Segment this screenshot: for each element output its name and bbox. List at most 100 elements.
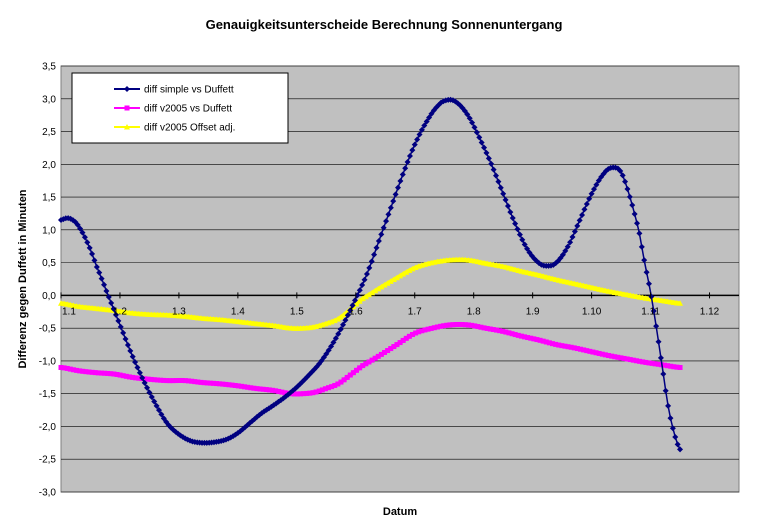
data-point <box>347 307 354 314</box>
data-point <box>291 391 297 397</box>
data-point <box>655 338 662 345</box>
x-tick-label: 1.12 <box>700 306 720 317</box>
data-point <box>80 368 86 374</box>
data-point <box>388 346 394 352</box>
data-point <box>129 353 136 360</box>
series-layer <box>58 96 684 453</box>
data-point <box>117 372 123 378</box>
data-point <box>667 415 674 422</box>
data-point <box>61 365 67 371</box>
data-point <box>562 343 568 349</box>
data-point <box>164 378 170 384</box>
data-point <box>340 321 347 328</box>
data-point <box>413 330 419 336</box>
legend-label: diff v2005 Offset adj. <box>144 123 235 134</box>
data-point <box>447 322 453 328</box>
data-point <box>307 390 313 396</box>
data-point <box>124 342 131 349</box>
data-point <box>330 339 337 346</box>
data-point <box>111 371 117 377</box>
data-point <box>406 333 412 339</box>
data-point <box>476 134 483 141</box>
data-point <box>232 382 238 388</box>
data-point <box>344 374 350 380</box>
y-tick-label: -2,5 <box>39 455 57 466</box>
data-point <box>419 328 425 334</box>
data-point <box>335 330 342 337</box>
data-point <box>409 147 416 154</box>
data-point <box>366 264 373 271</box>
data-point <box>351 297 358 304</box>
data-point <box>605 353 611 359</box>
data-point <box>105 370 111 376</box>
data-point <box>251 385 257 391</box>
data-point <box>441 323 447 329</box>
data-point <box>92 370 98 376</box>
data-point <box>371 251 378 258</box>
data-point <box>475 324 481 330</box>
data-point <box>204 380 210 386</box>
data-point <box>301 391 307 397</box>
data-point <box>373 244 380 251</box>
legend-box <box>71 72 289 144</box>
data-point <box>434 324 440 330</box>
data-point <box>359 295 366 302</box>
data-point <box>490 166 497 173</box>
data-point <box>276 388 282 394</box>
data-point <box>383 218 390 225</box>
data-point <box>662 387 669 394</box>
legend-item-1: diff simple vs Duffett <box>114 85 234 96</box>
data-point <box>661 362 667 368</box>
data-point <box>79 229 86 236</box>
data-point <box>108 371 114 377</box>
data-point <box>304 390 310 396</box>
data-point <box>266 387 272 393</box>
data-point <box>86 244 93 251</box>
data-point <box>425 326 431 332</box>
data-point <box>404 159 411 166</box>
data-point <box>464 111 471 118</box>
legend-swatch-marker <box>124 124 130 130</box>
data-point <box>397 178 404 185</box>
data-point <box>579 211 586 218</box>
data-point <box>590 186 597 193</box>
data-point <box>478 324 484 330</box>
data-point <box>500 190 507 197</box>
data-point <box>411 141 418 148</box>
legend-label: diff v2005 vs Duffett <box>144 104 232 115</box>
data-point <box>117 323 124 330</box>
data-point <box>96 269 103 276</box>
data-point <box>576 217 583 224</box>
data-point <box>537 337 543 343</box>
data-point <box>462 322 468 328</box>
data-point <box>488 160 495 167</box>
data-point <box>141 379 148 386</box>
data-point <box>354 367 360 373</box>
data-point <box>546 340 552 346</box>
data-point <box>115 317 122 324</box>
data-point <box>245 384 251 390</box>
data-point <box>636 230 643 237</box>
data-point <box>522 334 528 340</box>
data-point <box>416 131 423 138</box>
data-point <box>609 353 615 359</box>
data-point <box>201 380 207 386</box>
data-point <box>385 211 392 218</box>
data-point <box>74 367 80 373</box>
data-point <box>512 220 519 227</box>
data-point <box>631 211 638 218</box>
data-point <box>553 341 559 347</box>
data-point <box>132 359 139 366</box>
data-point <box>648 293 655 300</box>
data-point <box>453 322 459 328</box>
data-point <box>571 228 578 235</box>
data-point <box>257 386 263 392</box>
data-point <box>507 209 514 216</box>
data-point <box>581 206 588 213</box>
data-point <box>645 280 652 287</box>
series-3 <box>58 256 684 331</box>
data-point <box>431 325 437 331</box>
data-point <box>643 359 649 365</box>
data-point <box>229 382 235 388</box>
